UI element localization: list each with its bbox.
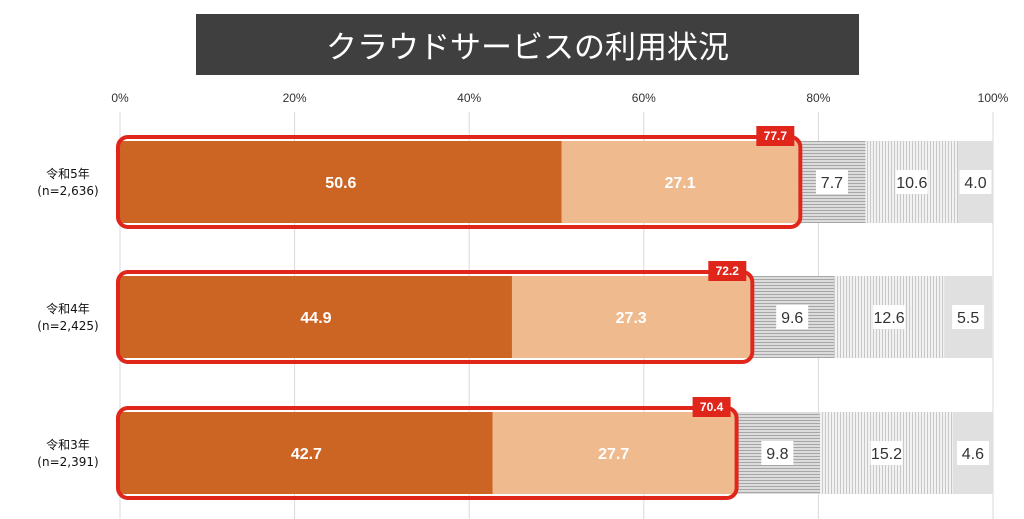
- data-label: 4.0: [964, 175, 986, 192]
- category-labels: 令和5年(n=2,636) 令和4年(n=2,425) 令和3年(n=2,391): [37, 166, 98, 469]
- data-label: 4.6: [962, 446, 984, 463]
- category-label: 令和3年(n=2,391): [37, 437, 98, 469]
- total-outline: [116, 135, 803, 229]
- bar-segment: [120, 412, 493, 494]
- total-label: 70.4: [700, 400, 724, 414]
- data-label-background: [761, 441, 794, 465]
- data-label: 27.1: [664, 175, 695, 192]
- data-label: 42.7: [291, 446, 322, 463]
- data-label-background: [952, 305, 985, 329]
- bar-segment: [120, 141, 562, 223]
- x-tick-label: 40%: [457, 91, 481, 105]
- total-badge: [756, 126, 795, 146]
- category-label: 令和5年(n=2,636): [37, 166, 98, 198]
- total-outline: [116, 270, 755, 364]
- x-axis-ticks: 0% 20% 40% 60% 80% 100%: [111, 91, 1008, 105]
- data-label: 9.6: [781, 310, 803, 327]
- x-tick-label: 100%: [978, 91, 1009, 105]
- x-tick-label: 80%: [806, 91, 830, 105]
- data-label: 12.6: [874, 310, 905, 327]
- x-tick-label: 0%: [111, 91, 129, 105]
- bar-segment: [492, 412, 735, 494]
- total-label: 77.7: [764, 129, 788, 143]
- data-label-background: [873, 305, 906, 329]
- data-label: 10.6: [896, 175, 927, 192]
- data-label: 44.9: [300, 310, 331, 327]
- bar-segment: [120, 276, 512, 358]
- data-label-background: [895, 170, 928, 194]
- data-label-background: [959, 170, 992, 194]
- total-badge: [692, 397, 731, 417]
- total-outline: [116, 406, 739, 500]
- chart-title: クラウドサービスの利用状況: [196, 14, 859, 75]
- data-label: 7.7: [821, 175, 843, 192]
- x-tick-label: 60%: [632, 91, 656, 105]
- total-label: 72.2: [716, 264, 740, 278]
- data-label-background: [956, 441, 989, 465]
- data-label-background: [815, 170, 848, 194]
- total-badge: [708, 261, 747, 281]
- bar-segment: [561, 141, 799, 223]
- category-label: 令和4年(n=2,425): [37, 301, 98, 333]
- data-label: 9.8: [766, 446, 788, 463]
- data-label-background: [870, 441, 903, 465]
- bar-segment: [511, 276, 751, 358]
- x-tick-label: 20%: [283, 91, 307, 105]
- data-label: 27.3: [616, 310, 647, 327]
- data-label: 15.2: [871, 446, 902, 463]
- data-label-background: [776, 305, 809, 329]
- bars: 50.6 27.1 7.7 10.6 4.0 77.7 44.9 27.3 9.6 12.6 5.5…: [116, 126, 993, 500]
- data-label: 5.5: [957, 310, 979, 327]
- data-label: 27.7: [598, 446, 629, 463]
- data-label: 50.6: [325, 175, 356, 192]
